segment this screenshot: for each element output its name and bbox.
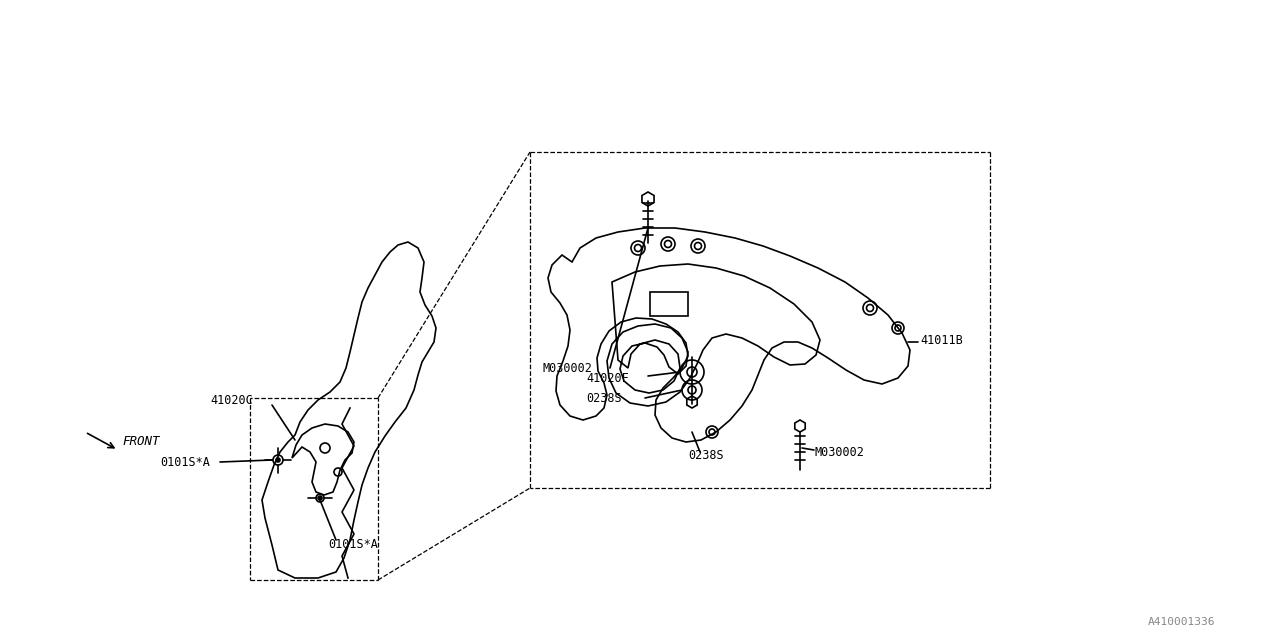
Text: 0238S: 0238S xyxy=(586,392,622,404)
Text: 0101S*A: 0101S*A xyxy=(160,456,210,468)
Text: M030002: M030002 xyxy=(814,445,864,458)
Text: 41020C: 41020C xyxy=(210,394,252,406)
Text: 0238S: 0238S xyxy=(689,449,723,461)
Text: 0101S*A: 0101S*A xyxy=(328,538,378,552)
Text: 41020F: 41020F xyxy=(586,371,628,385)
Text: M030002: M030002 xyxy=(541,362,591,374)
Circle shape xyxy=(317,496,323,500)
Text: 41011B: 41011B xyxy=(920,333,963,346)
Text: A410001336: A410001336 xyxy=(1148,617,1216,627)
Text: FRONT: FRONT xyxy=(122,435,160,447)
Circle shape xyxy=(276,458,280,462)
